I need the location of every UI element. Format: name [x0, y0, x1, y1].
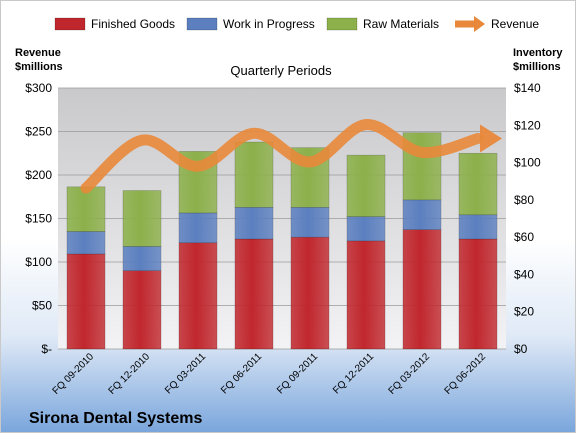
right-axis-tick-label: $0 [514, 342, 528, 356]
left-axis-tick-label: $100 [25, 255, 52, 269]
x-axis-tick-label: FQ 12-2010 [107, 351, 153, 397]
x-axis-tick-label: FQ 09-2010 [51, 351, 97, 397]
bar-work-in-progress [290, 207, 330, 238]
bar-work-in-progress [402, 199, 442, 230]
revenue-line-arrowhead [480, 124, 502, 153]
bar-raw-materials [458, 152, 498, 216]
x-axis: FQ 09-2010 FQ 12-2010 FQ 03-2011 FQ 06-2011… [51, 351, 489, 397]
left-axis-tick-label: $50 [32, 299, 52, 313]
bar-work-in-progress [122, 246, 162, 271]
bar-work-in-progress [346, 216, 386, 242]
right-axis: $0 $20 $40 $60 $80 $100 $120 $140 [514, 81, 541, 356]
left-axis-title-line2: $millions [15, 61, 63, 73]
left-axis-tick-label: $- [41, 342, 52, 356]
bar-raw-materials [66, 186, 106, 232]
bar-series [66, 132, 498, 350]
right-axis-tick-label: $120 [514, 118, 541, 132]
left-axis-tick-label: $300 [25, 81, 52, 95]
bar-finished-goods [346, 240, 386, 350]
right-axis-tick-label: $60 [514, 230, 534, 244]
right-axis-tick-label: $100 [514, 156, 541, 170]
right-axis-tick-label: $140 [514, 81, 541, 95]
bar-finished-goods [122, 270, 162, 350]
legend-swatch-raw-materials [326, 17, 358, 31]
legend-label-revenue: Revenue [491, 17, 539, 31]
x-axis-tick-label: FQ 06-2011 [219, 351, 264, 396]
bar-finished-goods [402, 229, 442, 350]
bar-work-in-progress [458, 214, 498, 240]
revenue-line-path [80, 119, 484, 194]
left-axis: $- $50 $100 $150 $200 $250 $300 [25, 81, 52, 356]
x-axis-tick-label: FQ 12-2011 [331, 351, 376, 396]
legend-label-raw-materials: Raw Materials [363, 17, 439, 31]
right-axis-tick-label: $40 [514, 267, 534, 281]
right-axis-tick-label: $80 [514, 193, 534, 207]
x-axis-tick-label: FQ 09-2011 [275, 351, 320, 396]
left-axis-tick-label: $150 [25, 212, 52, 226]
bar-work-in-progress [178, 212, 218, 244]
bar-work-in-progress [234, 207, 274, 240]
right-axis-tick-label: $20 [514, 305, 534, 319]
legend-label-work-in-progress: Work in Progress [223, 17, 315, 31]
bar-work-in-progress [66, 231, 106, 255]
right-axis-title-line1: Inventory [513, 47, 563, 59]
legend-swatch-finished-goods [54, 17, 86, 31]
bar-finished-goods [290, 236, 330, 350]
left-axis-tick-label: $200 [25, 168, 52, 182]
bar-finished-goods [458, 238, 498, 350]
legend-swatch-work-in-progress [186, 17, 218, 31]
company-name: Sirona Dental Systems [29, 410, 203, 427]
legend: Finished Goods Work in Progress Raw Materi… [54, 16, 539, 32]
chart-subtitle: Quarterly Periods [230, 63, 332, 78]
bar-finished-goods [178, 242, 218, 350]
x-axis-tick-label: FQ 03-2011 [163, 351, 208, 396]
revenue-line [80, 119, 502, 194]
right-axis-title-line2: $millions [513, 61, 561, 73]
bar-raw-materials [234, 141, 274, 208]
legend-label-finished-goods: Finished Goods [91, 17, 175, 31]
x-axis-tick-label: FQ 06-2012 [443, 351, 489, 397]
bar-finished-goods [234, 238, 274, 350]
left-axis-title-line1: Revenue [15, 47, 61, 59]
left-axis-tick-label: $250 [25, 125, 52, 139]
bar-raw-materials [346, 154, 386, 217]
legend-swatch-arrow [474, 16, 485, 32]
bar-finished-goods [66, 253, 106, 350]
x-axis-tick-label: FQ 03-2012 [387, 351, 433, 397]
bar-raw-materials [122, 190, 162, 247]
